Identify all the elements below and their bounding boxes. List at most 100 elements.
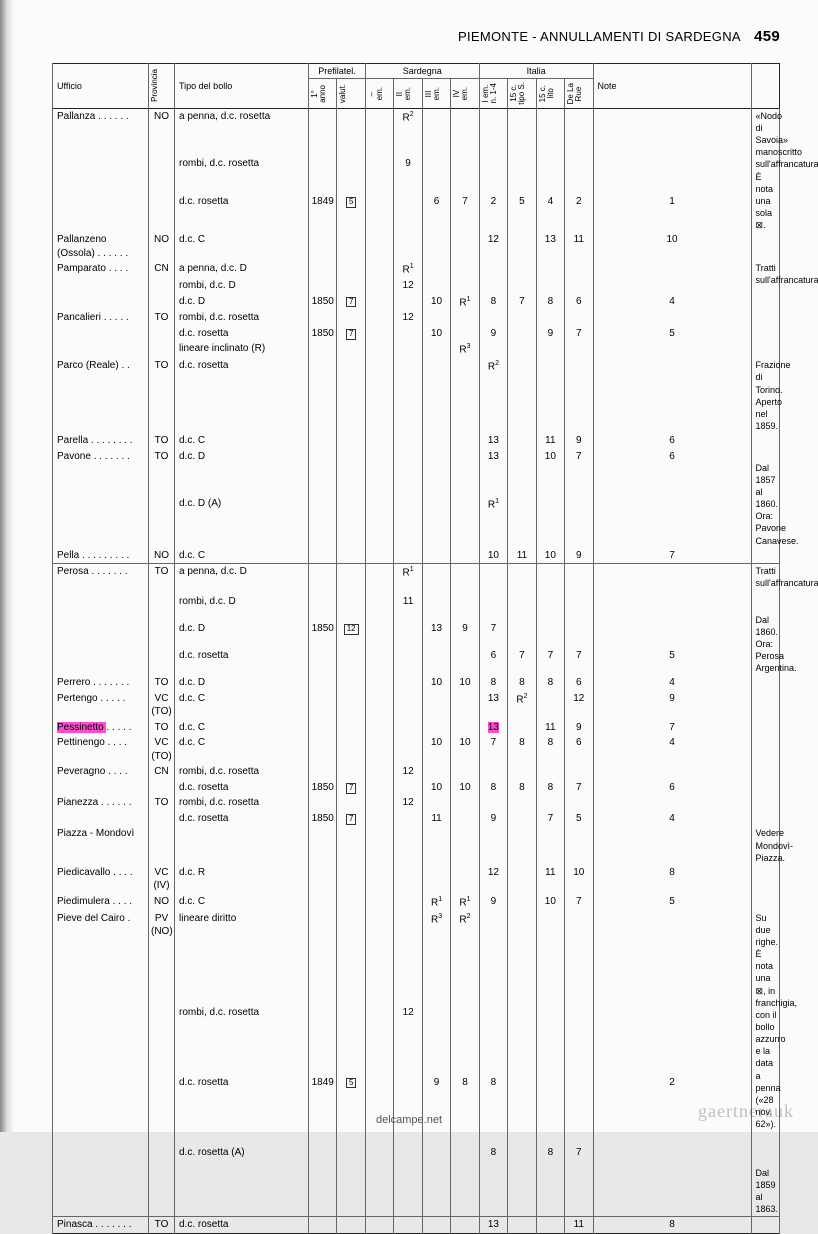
cell-valut	[337, 108, 365, 151]
cell-tipo: rombi, d.c. D	[175, 278, 309, 294]
cell-value: R2	[394, 108, 422, 151]
cell-value	[479, 987, 507, 996]
cell-value: 12	[394, 310, 422, 326]
cell-value	[365, 811, 393, 827]
cell-ufficio: Parella . . . . . . . .	[53, 433, 149, 449]
cell-value	[394, 449, 422, 497]
cell-value	[479, 261, 507, 278]
cell-value	[451, 358, 479, 433]
cell-valut	[337, 548, 365, 564]
cell-value: 10	[479, 548, 507, 564]
cell-value: 9	[422, 1075, 450, 1145]
cell-value	[451, 987, 479, 996]
table-row: Piedicavallo . . . .VC (IV)d.c. R1211108	[53, 865, 780, 894]
cell-tipo: d.c. C	[175, 691, 309, 720]
cell-anno	[309, 894, 337, 911]
cell-value	[394, 675, 422, 691]
cell-value: R3	[422, 911, 450, 987]
cell-value	[365, 911, 393, 987]
cell-value	[593, 1005, 751, 1075]
cell-value	[451, 720, 479, 736]
cell-value	[508, 826, 536, 864]
cell-value: 8	[451, 1075, 479, 1145]
cell-value: 4	[593, 675, 751, 691]
cell-value	[394, 780, 422, 796]
cell-value	[394, 1217, 422, 1234]
cell-ufficio: Pessinetto . . . . .	[53, 720, 149, 736]
col-valut: valut.	[337, 79, 365, 109]
table-row: Piazza - MondovìVedere Mondovì-Piazza.	[53, 826, 780, 864]
cell-value: 10	[422, 735, 450, 764]
cell-value: 2	[479, 194, 507, 232]
cell-valut	[337, 594, 365, 621]
col-provincia: Provincia	[149, 64, 175, 109]
cell-value	[394, 358, 422, 433]
cell-value	[508, 433, 536, 449]
cell-value	[365, 310, 393, 326]
cell-anno	[309, 911, 337, 987]
cell-note	[751, 675, 779, 691]
cell-value: 7	[479, 735, 507, 764]
cell-valut: 7	[337, 811, 365, 827]
cell-value: 7	[593, 548, 751, 564]
table-row: Peveragno . . . .CNrombi, d.c. rosetta12	[53, 764, 780, 780]
cell-value	[451, 548, 479, 564]
cell-value	[422, 1005, 450, 1075]
cell-valut	[337, 996, 365, 1005]
cell-tipo: rombi, d.c. rosetta	[175, 1005, 309, 1075]
cell-provincia: TO	[149, 675, 175, 691]
cell-value	[422, 108, 450, 151]
col-15cs: 15 c. tipo S.	[508, 79, 536, 109]
cell-value	[451, 811, 479, 827]
cell-value	[394, 1075, 422, 1145]
cell-value: 10	[565, 865, 593, 894]
page-number: 459	[754, 28, 780, 45]
cell-value: R1	[394, 564, 422, 594]
col-group-italia: Italia	[479, 64, 593, 79]
cell-provincia: TO	[149, 720, 175, 736]
cell-value	[565, 795, 593, 811]
cell-valut: 7	[337, 780, 365, 796]
cell-value: 4	[593, 811, 751, 827]
cell-valut	[337, 987, 365, 996]
table-row: Pieve del Cairo .PV (NO)lineare dirittoR…	[53, 911, 780, 987]
cell-value	[536, 911, 564, 987]
cell-value	[365, 1217, 393, 1234]
table-row: Pianezza . . . . . .TOrombi, d.c. rosett…	[53, 795, 780, 811]
cell-anno	[309, 826, 337, 864]
cell-value: 12	[565, 691, 593, 720]
cell-anno	[309, 691, 337, 720]
cell-note: Tratti sull'affrancatura. Dal 1860. Ora:…	[751, 564, 779, 676]
cell-value	[565, 1075, 593, 1145]
cell-anno	[309, 156, 337, 194]
cell-anno	[309, 496, 337, 548]
cell-tipo: d.c. rosetta	[175, 194, 309, 232]
cell-value	[365, 194, 393, 232]
cell-ufficio: Pella . . . . . . . . .	[53, 548, 149, 564]
cell-value: 7	[565, 1145, 593, 1217]
cell-valut	[337, 1145, 365, 1217]
cell-ufficio: Pianezza . . . . . .	[53, 795, 149, 826]
cell-value: 9	[479, 894, 507, 911]
cell-value: 8	[508, 735, 536, 764]
cell-value: 7	[565, 648, 593, 675]
cell-tipo: d.c. rosetta	[175, 326, 309, 342]
cell-value: 5	[593, 326, 751, 342]
table-row: Perosa . . . . . . .TOa penna, d.c. DR1T…	[53, 564, 780, 594]
cell-value	[422, 278, 450, 294]
cell-tipo: d.c. D (A)	[175, 496, 309, 548]
cell-value: 5	[593, 648, 751, 675]
cell-value	[365, 358, 393, 433]
cell-value	[479, 594, 507, 621]
cell-value: R2	[451, 911, 479, 987]
cell-value: 9	[536, 326, 564, 342]
col-anno: 1° anno	[309, 79, 337, 109]
cell-value: 7	[508, 294, 536, 311]
cell-value	[565, 108, 593, 151]
cell-value: 8	[479, 1075, 507, 1145]
cell-value	[536, 987, 564, 996]
cell-value	[508, 156, 536, 194]
cell-value: 8	[479, 294, 507, 311]
cell-value: 13	[479, 691, 507, 720]
cell-value	[565, 341, 593, 358]
